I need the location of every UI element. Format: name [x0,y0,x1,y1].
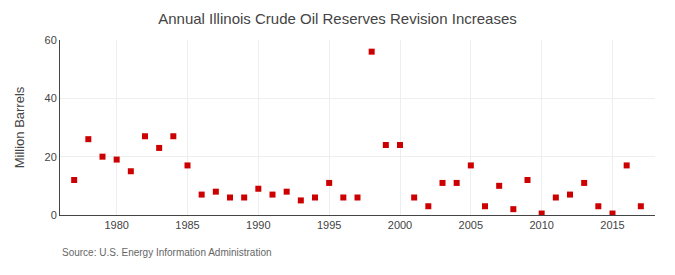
svg-text:2010: 2010 [529,219,553,231]
svg-text:60: 60 [45,34,57,46]
svg-text:2000: 2000 [388,219,412,231]
svg-text:Million Barrels: Million Barrels [12,86,27,168]
svg-text:20: 20 [45,151,57,163]
svg-text:1995: 1995 [317,219,341,231]
svg-text:Annual Illinois Crude Oil Rese: Annual Illinois Crude Oil Reserves Revis… [158,10,517,27]
svg-text:0: 0 [51,209,57,221]
svg-text:1985: 1985 [175,219,199,231]
svg-text:2015: 2015 [600,219,624,231]
svg-text:Source: U.S. Energy Informatio: Source: U.S. Energy Information Administ… [62,247,272,258]
svg-text:40: 40 [45,92,57,104]
svg-text:2005: 2005 [459,219,483,231]
svg-text:1990: 1990 [246,219,270,231]
svg-text:1980: 1980 [104,219,128,231]
